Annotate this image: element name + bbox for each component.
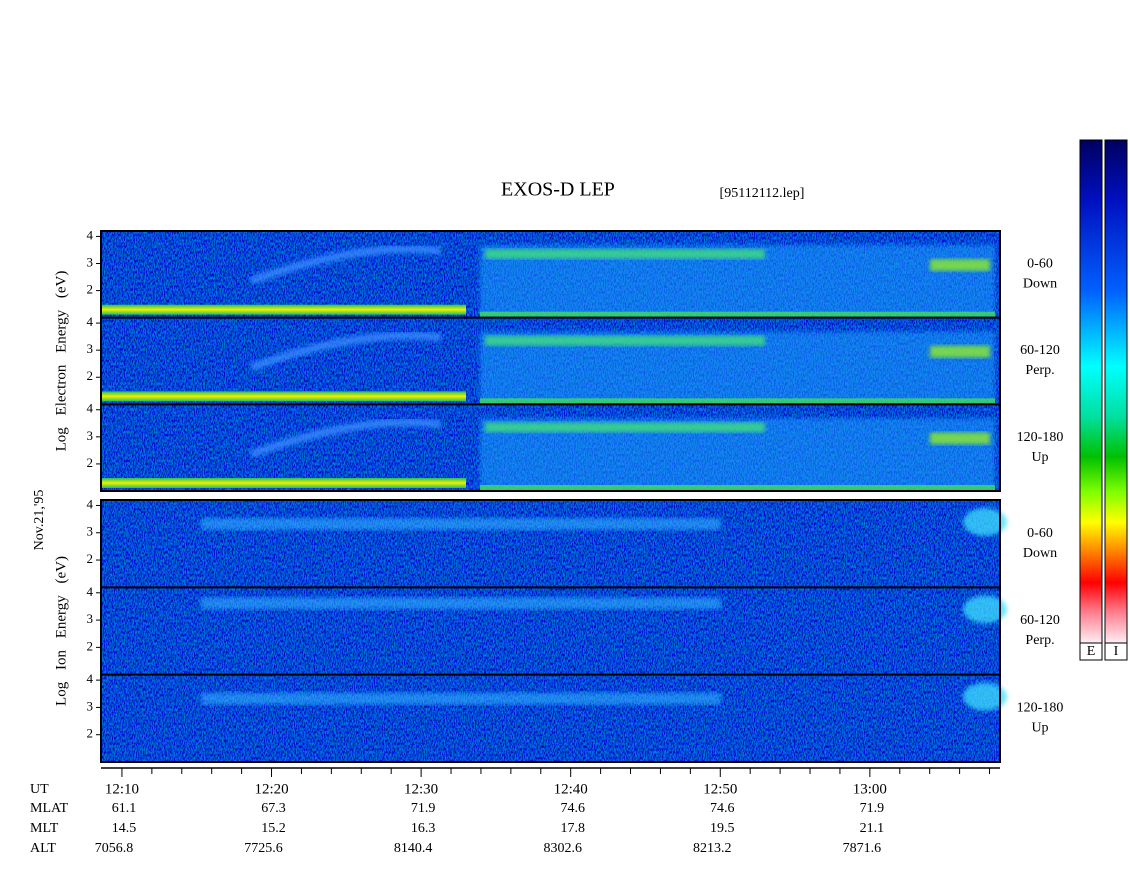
panel-label: 120-180 — [1017, 430, 1064, 445]
ephemeris-value: 15.2 — [261, 821, 286, 836]
spectrogram-low-band — [480, 398, 995, 404]
spectrogram-ion-blob — [963, 595, 1007, 624]
panel-label: Perp. — [1025, 633, 1054, 648]
ephemeris-value: 71.9 — [411, 801, 436, 816]
group-frame — [100, 499, 1001, 763]
x-tick-label: 13:00 — [853, 781, 887, 797]
y-axis-label: Log Ion Energy (eV) — [53, 556, 69, 706]
ephemeris-label: MLAT — [30, 801, 69, 816]
y-tick-label: 2 — [87, 368, 94, 383]
ephemeris-value: 74.6 — [710, 801, 735, 816]
x-tick-label: 12:40 — [554, 781, 588, 797]
ephemeris-value: 61.1 — [112, 801, 137, 816]
y-tick-label: 3 — [87, 428, 94, 443]
spectrogram-active — [485, 249, 765, 259]
spectrogram-arc — [249, 245, 442, 285]
spectrogram-low-band — [101, 304, 466, 315]
file-name: [95112112.lep] — [720, 186, 805, 201]
ephemeris-value: 71.9 — [860, 801, 885, 816]
x-tick-label: 12:50 — [703, 781, 737, 797]
spectrogram-low-band — [480, 485, 995, 490]
colorbar — [1104, 139, 1128, 644]
spectrogram-ion-blob — [963, 508, 1007, 536]
spectrogram-ion-blob — [963, 682, 1007, 711]
ephemeris-value: 7871.6 — [843, 841, 882, 856]
spectrogram-low-band — [101, 391, 466, 402]
spectrogram-active — [930, 432, 990, 445]
x-tick-label: 12:30 — [404, 781, 438, 797]
panel-label: Perp. — [1025, 363, 1054, 378]
spectrogram-arc — [249, 331, 442, 372]
ephemeris-label: UT — [30, 782, 49, 797]
y-tick-label: 4 — [87, 314, 94, 329]
spectrogram-active — [930, 345, 990, 358]
y-tick-label: 3 — [87, 254, 94, 269]
y-tick-label: 2 — [87, 455, 94, 470]
y-tick-label: 3 — [87, 341, 94, 356]
ephemeris-value: 8302.6 — [543, 841, 582, 856]
panel-label: 0-60 — [1027, 526, 1053, 541]
ephemeris-value: 16.3 — [411, 821, 436, 836]
colorbar-label: E — [1087, 644, 1096, 659]
ephemeris-value: 7725.6 — [244, 841, 283, 856]
panel-label: Up — [1031, 721, 1048, 736]
y-tick-label: 4 — [87, 584, 94, 599]
panel-label: 60-120 — [1020, 613, 1060, 628]
ephemeris-label: MLT — [30, 821, 59, 836]
panel-label: 60-120 — [1020, 343, 1060, 358]
colorbar-label-box — [1104, 642, 1128, 661]
spectrogram-ion-band — [201, 518, 721, 530]
y-tick-label: 3 — [87, 698, 94, 713]
y-tick-label: 2 — [87, 638, 94, 653]
x-tick-label: 12:20 — [254, 781, 288, 797]
y-tick-label: 4 — [87, 496, 94, 511]
ephemeris-value: 21.1 — [860, 821, 885, 836]
y-tick-label: 2 — [87, 551, 94, 566]
ephemeris-value: 74.6 — [560, 801, 585, 816]
ephemeris-value: 19.5 — [710, 821, 735, 836]
y-tick-label: 4 — [87, 227, 94, 242]
y-tick-label: 3 — [87, 524, 94, 539]
ephemeris-value: 67.3 — [261, 801, 286, 816]
spectrogram-texture — [101, 500, 1000, 762]
colorbar-label: I — [1114, 644, 1119, 659]
y-tick-label: 4 — [87, 671, 94, 686]
spectrogram-low-band — [480, 311, 995, 317]
spectrogram-arc — [249, 418, 442, 459]
y-tick-label: 2 — [87, 726, 94, 741]
ephemeris-value: 7056.8 — [95, 841, 134, 856]
spectrogram-active — [485, 335, 765, 346]
ephemeris-value: 8140.4 — [394, 841, 433, 856]
ephemeris-value: 17.8 — [560, 821, 585, 836]
date: Nov.21,'95 — [32, 490, 47, 551]
spectrogram-active — [485, 422, 765, 433]
group-frame — [100, 230, 1001, 492]
spectrogram-ion-band — [201, 692, 721, 705]
colorbar-label-box — [1079, 642, 1103, 661]
spectrogram-active — [930, 259, 990, 271]
panel-label: 120-180 — [1017, 701, 1064, 716]
ephemeris-value: 8213.2 — [693, 841, 732, 856]
x-tick-label: 12:10 — [105, 781, 139, 797]
y-tick-label: 2 — [87, 282, 94, 297]
ephemeris-value: 14.5 — [112, 821, 137, 836]
y-tick-label: 4 — [87, 401, 94, 416]
panel-label: 0-60 — [1027, 257, 1053, 272]
colorbar — [1079, 139, 1103, 644]
spectrogram-low-band — [101, 478, 466, 488]
y-axis-label: Log Electron Energy (eV) — [53, 271, 69, 452]
ephemeris-label: ALT — [30, 841, 56, 856]
panel-label: Down — [1023, 277, 1057, 292]
panel-label: Up — [1031, 450, 1048, 465]
panel-label: Down — [1023, 546, 1057, 561]
spectrogram-ion-band — [201, 597, 721, 610]
title: EXOS-D LEP — [501, 179, 615, 201]
y-tick-label: 3 — [87, 611, 94, 626]
